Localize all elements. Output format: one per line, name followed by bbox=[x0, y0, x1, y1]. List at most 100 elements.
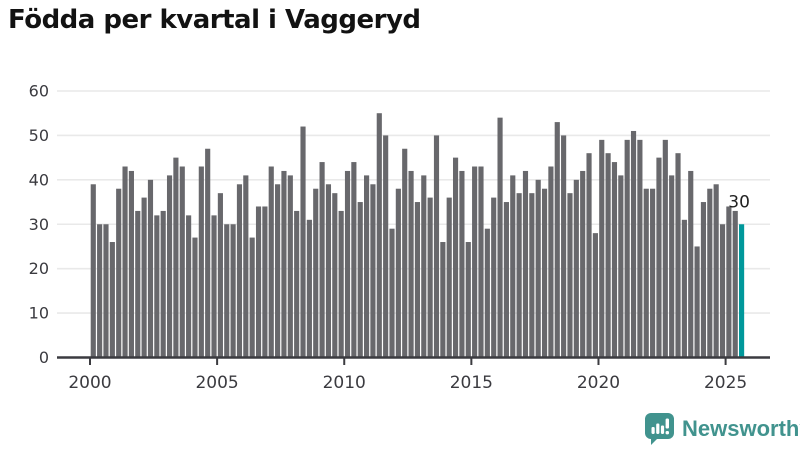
bar bbox=[427, 197, 433, 358]
y-axis-tick-label: 50 bbox=[29, 126, 49, 145]
bar bbox=[656, 157, 662, 358]
bar bbox=[529, 193, 535, 358]
bar bbox=[109, 242, 115, 358]
y-axis-tick-label: 30 bbox=[29, 215, 49, 234]
bar bbox=[357, 202, 363, 358]
bar bbox=[433, 135, 440, 358]
y-axis-tick-label: 60 bbox=[29, 82, 49, 101]
bar bbox=[637, 139, 643, 358]
bar bbox=[116, 188, 122, 358]
bar bbox=[179, 166, 185, 358]
bar bbox=[313, 188, 319, 358]
bar bbox=[694, 246, 700, 358]
bar bbox=[376, 113, 382, 358]
bar bbox=[478, 166, 484, 358]
bar bbox=[211, 215, 217, 358]
bar bbox=[516, 193, 522, 358]
chart-title: Födda per kvartal i Vaggeryd bbox=[8, 5, 421, 35]
bar bbox=[465, 242, 471, 358]
bar bbox=[491, 197, 497, 358]
bar bbox=[262, 206, 268, 358]
bar bbox=[732, 210, 738, 358]
bar bbox=[319, 162, 325, 358]
bar bbox=[224, 224, 230, 358]
bar bbox=[573, 179, 579, 358]
bar bbox=[103, 224, 109, 358]
bar bbox=[147, 179, 154, 358]
bar bbox=[719, 224, 726, 358]
bar bbox=[154, 215, 160, 358]
bar bbox=[294, 210, 300, 358]
bar bbox=[688, 170, 694, 358]
bar bbox=[255, 206, 262, 358]
bar bbox=[351, 162, 357, 358]
bar bbox=[370, 184, 376, 358]
bar bbox=[618, 175, 624, 358]
y-axis-tick-label: 0 bbox=[39, 348, 49, 367]
bar bbox=[510, 175, 516, 358]
bar bbox=[287, 175, 293, 358]
bar bbox=[389, 228, 395, 358]
bar bbox=[669, 175, 675, 358]
bar bbox=[446, 197, 452, 358]
bar bbox=[160, 210, 166, 358]
bar bbox=[586, 153, 592, 358]
bar bbox=[726, 206, 732, 358]
bar bbox=[236, 184, 243, 358]
bar bbox=[402, 148, 408, 358]
bar bbox=[383, 135, 389, 358]
bar bbox=[484, 228, 490, 358]
bar bbox=[166, 175, 173, 358]
bar bbox=[281, 170, 287, 358]
bar bbox=[503, 202, 509, 358]
bar bbox=[472, 166, 478, 358]
bar bbox=[707, 188, 713, 358]
newsworthy-speech-bubble-barchart-icon bbox=[645, 413, 674, 445]
bar bbox=[217, 193, 223, 358]
bar bbox=[630, 130, 637, 358]
bar bbox=[580, 170, 586, 358]
bar bbox=[497, 117, 503, 358]
bar bbox=[90, 184, 96, 358]
bar bbox=[650, 188, 656, 358]
bar bbox=[535, 179, 541, 358]
bar bbox=[122, 166, 128, 358]
bar bbox=[173, 157, 179, 358]
bar bbox=[624, 139, 630, 358]
x-axis-tick-label: 2000 bbox=[68, 373, 111, 393]
bar bbox=[675, 153, 681, 358]
x-axis-tick-label: 2005 bbox=[195, 373, 238, 393]
bar bbox=[592, 233, 598, 358]
y-axis-tick-label: 10 bbox=[29, 304, 49, 323]
bar bbox=[192, 237, 198, 358]
y-axis-tick-label: 20 bbox=[29, 259, 49, 278]
bar bbox=[325, 184, 332, 358]
bar bbox=[662, 139, 668, 358]
bar bbox=[548, 166, 554, 358]
bar bbox=[141, 197, 147, 358]
y-axis-tick-label: 40 bbox=[29, 170, 49, 189]
bar bbox=[186, 215, 192, 358]
bar bbox=[300, 126, 306, 358]
newsworthy-logo: Newsworthy bbox=[644, 412, 800, 446]
x-axis-tick-label: 2015 bbox=[450, 373, 493, 393]
bar bbox=[275, 184, 281, 358]
bar bbox=[421, 175, 427, 358]
last-value-label: 30 bbox=[728, 192, 750, 212]
bar bbox=[128, 170, 134, 358]
bar bbox=[567, 193, 573, 358]
bar bbox=[338, 210, 344, 358]
bar bbox=[713, 184, 719, 358]
bar bbox=[243, 175, 249, 358]
x-axis-tick-label: 2020 bbox=[577, 373, 620, 393]
bar bbox=[452, 157, 459, 358]
bar bbox=[135, 210, 141, 358]
bar bbox=[230, 224, 236, 358]
bar bbox=[522, 170, 529, 358]
bar bbox=[268, 166, 274, 358]
bar bbox=[700, 202, 707, 358]
bar bbox=[97, 224, 103, 358]
x-axis-tick-label: 2010 bbox=[323, 373, 366, 393]
